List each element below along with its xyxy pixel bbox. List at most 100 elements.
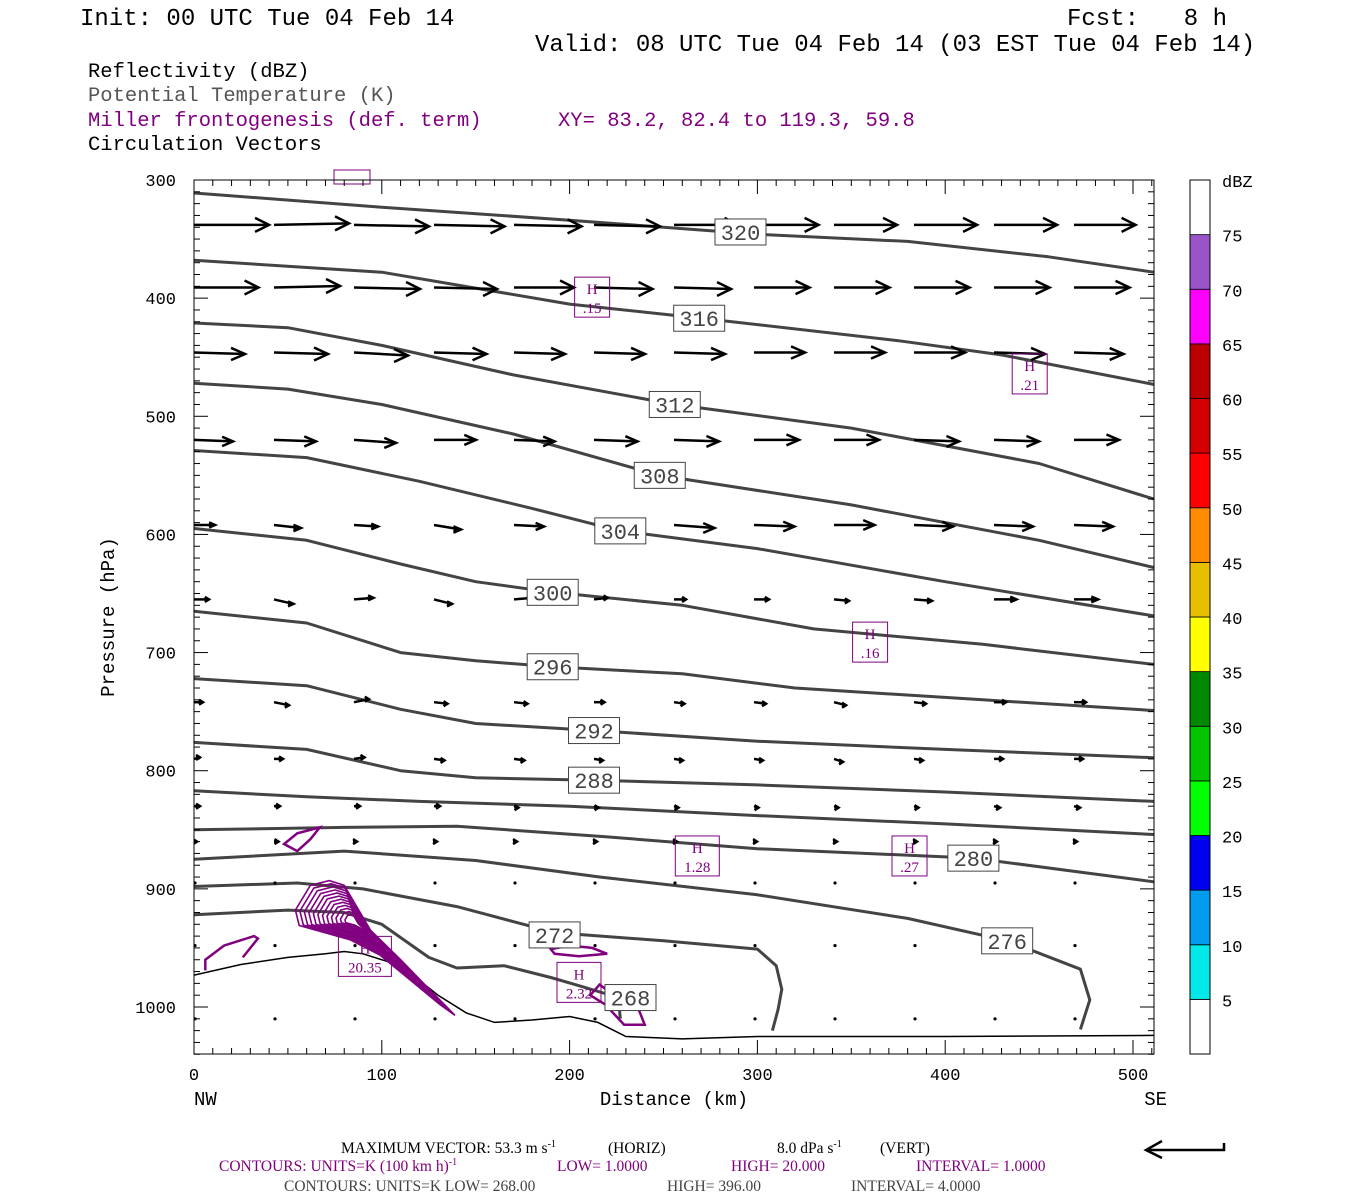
circulation-vector <box>194 351 246 356</box>
vector-arrowhead <box>630 346 649 362</box>
frontogenesis-max-value: .15 <box>583 301 602 317</box>
theta-contour-line <box>194 789 1154 836</box>
vector-arrowhead <box>1105 433 1123 447</box>
circulation-vector <box>273 222 350 227</box>
vector-arrowhead <box>870 345 889 360</box>
colorbar-segment <box>1189 398 1211 454</box>
vector-arrowhead <box>1072 838 1080 846</box>
vector-dot <box>353 1017 357 1021</box>
circulation-vector <box>194 438 234 443</box>
theta-label-box <box>947 844 1000 872</box>
vector-dot <box>833 881 837 885</box>
frontogenesis-max-value: .21 <box>1020 378 1039 394</box>
x-axis-label: Distance (km) <box>600 1089 748 1111</box>
vector-arrowhead <box>832 838 840 846</box>
frontogenesis-max-box <box>574 276 611 318</box>
max-vector-horiz: MAXIMUM VECTOR: 53.3 m s <box>341 1140 548 1157</box>
vector-dot <box>753 943 757 948</box>
y-axis-label: Pressure (hPa) <box>98 537 120 697</box>
vector-arrowhead <box>681 595 689 603</box>
colorbar-label: 45 <box>1222 556 1242 575</box>
vector-arrowhead <box>414 218 432 235</box>
colorbar-segment <box>1189 616 1211 673</box>
vector-arrowhead <box>1042 216 1060 234</box>
circulation-vector <box>593 286 653 291</box>
theta-label-box <box>594 517 647 545</box>
circulation-vector <box>753 523 795 528</box>
vector-arrowhead <box>912 838 920 846</box>
fg-high: HIGH= 20.000 <box>731 1158 825 1175</box>
circulation-vector <box>593 223 661 228</box>
circulation-vector <box>673 438 720 443</box>
theta-label-box <box>633 461 686 489</box>
frontogenesis-max-symbol: H <box>1024 359 1035 375</box>
vector-dot <box>833 1017 837 1021</box>
vector-arrowhead <box>955 279 973 296</box>
vector-arrowhead <box>782 520 798 533</box>
theta-contour-label: 296 <box>533 657 573 682</box>
vector-arrowhead <box>1021 520 1037 533</box>
x-tick-label: 100 <box>366 1067 397 1086</box>
circulation-vector <box>1073 523 1114 528</box>
vector-arrowhead <box>875 279 893 296</box>
frontogenesis-max-box <box>852 621 889 663</box>
legend-reflectivity: Reflectivity (dBZ) <box>88 61 309 84</box>
vector-arrowhead <box>705 434 723 448</box>
vector-arrowhead <box>482 280 500 298</box>
vector-dot <box>993 881 997 885</box>
vector-arrowhead <box>1078 755 1086 763</box>
theta-interval: INTERVAL= 4.0000 <box>851 1178 981 1195</box>
frontogenesis-max-symbol: H <box>692 841 703 857</box>
colorbar-label: 60 <box>1222 393 1242 412</box>
vector-arrowhead <box>287 600 297 608</box>
vector-arrowhead <box>550 346 569 362</box>
colorbar-label: 75 <box>1222 229 1242 248</box>
colorbar-label: 10 <box>1222 939 1242 958</box>
theta-label-box <box>648 390 701 418</box>
vector-arrowhead <box>673 804 681 812</box>
colorbar-label: 15 <box>1222 884 1242 903</box>
vector-dot <box>1073 881 1077 885</box>
vector-arrowhead <box>1081 698 1089 706</box>
vector-arrowhead <box>292 523 305 533</box>
vector-arrowhead <box>405 280 423 298</box>
ground-surface <box>194 950 1154 1040</box>
vector-dot <box>433 1017 437 1021</box>
vector-arrowhead <box>1109 346 1127 362</box>
vector-arrowhead <box>278 755 286 763</box>
colorbar-frame <box>1189 179 1211 1055</box>
vector-dot <box>593 943 597 948</box>
colorbar-segment <box>1189 998 1211 1055</box>
colorbar-label: 40 <box>1222 611 1242 630</box>
vector-dot <box>194 943 197 948</box>
nw-end-label: NW <box>194 1089 217 1111</box>
circulation-vector <box>513 523 545 528</box>
colorbar-segment <box>1189 835 1211 891</box>
contour-labels: 320 316 312 308 304 300 296 292 288 280 276 272 268 <box>526 218 1034 1013</box>
vector-arrowhead <box>566 218 585 235</box>
vector-arrowhead <box>679 700 687 708</box>
theta-contour-line <box>194 849 1092 1030</box>
frontogenesis-max-symbol: H <box>574 967 585 983</box>
vector-arrowhead <box>945 434 963 448</box>
vector-dot <box>593 1017 597 1021</box>
vector-arrowhead <box>1035 279 1053 296</box>
theta-label-box <box>604 984 657 1012</box>
colorbar-segment <box>1189 780 1211 836</box>
x-tick-label: 400 <box>930 1067 961 1086</box>
vector-arrowhead <box>452 525 465 534</box>
x-tick-label: 500 <box>1118 1067 1149 1086</box>
colorbar-label: 55 <box>1222 447 1242 466</box>
vector-arrowhead <box>844 597 852 605</box>
circulation-vector <box>1073 351 1124 356</box>
circulation-vector <box>593 438 638 443</box>
circulation-vector <box>273 438 317 443</box>
vector-arrowhead <box>393 347 412 364</box>
y-tick-label: 900 <box>145 882 176 901</box>
vector-dot <box>673 943 677 948</box>
vector-arrowhead <box>513 804 521 812</box>
theta-contour-label: 272 <box>535 925 575 950</box>
svg-text:CONTOURS: UNITS=K (100 km h)-: CONTOURS: UNITS=K (100 km h)-1 <box>219 1157 457 1175</box>
theta-contour-label: 292 <box>574 721 614 746</box>
